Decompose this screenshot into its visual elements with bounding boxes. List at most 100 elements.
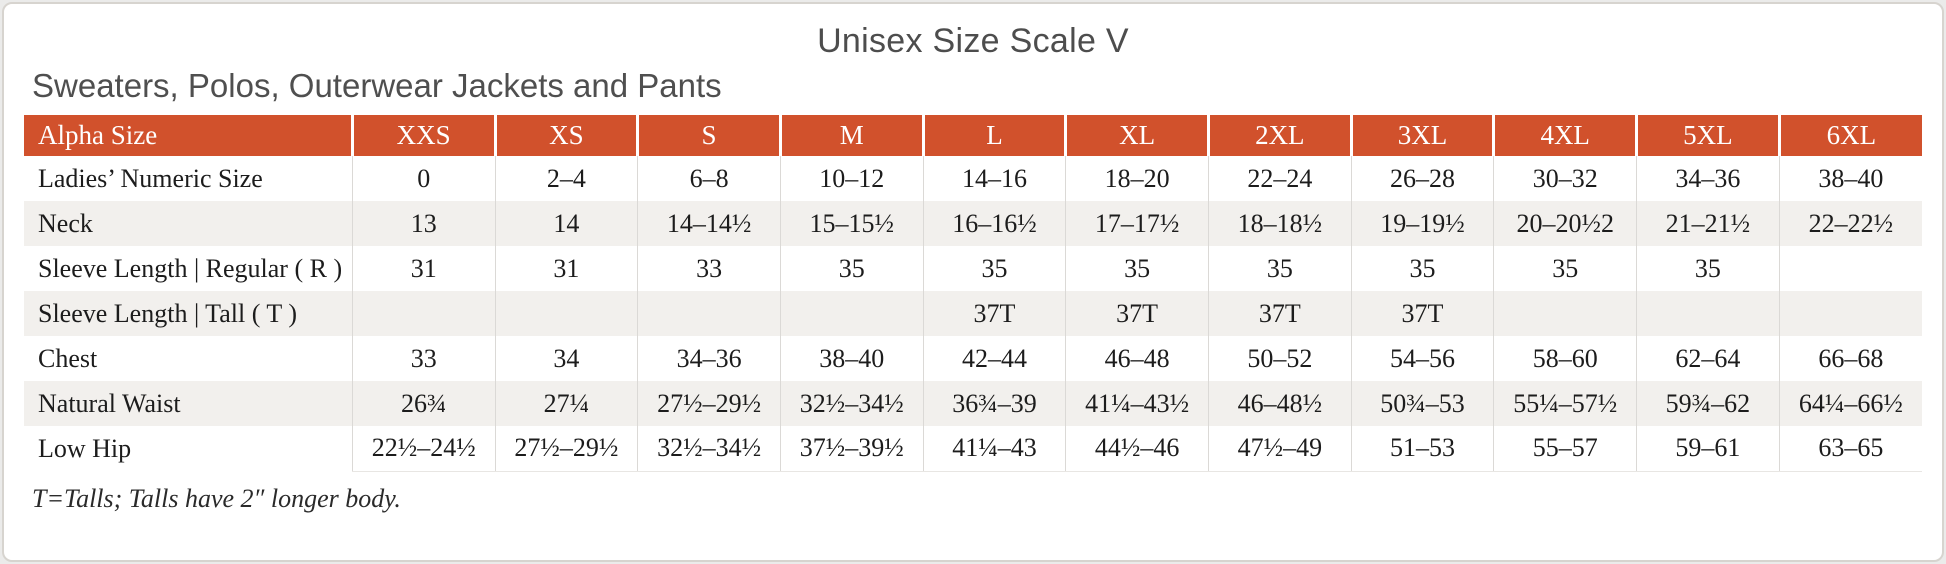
table-cell: 41¼–43½: [1065, 381, 1209, 426]
table-cell: 14–14½: [637, 201, 781, 246]
table-cell: 50¾–53: [1350, 381, 1494, 426]
table-cell: 2–4: [494, 156, 638, 201]
row-label: Neck: [24, 201, 353, 246]
table-cell: 27½–29½: [637, 381, 781, 426]
table-cell: [351, 291, 496, 336]
table-cell: 16–16½: [922, 201, 1066, 246]
table-row: Low Hip 22½–24½ 27½–29½ 32½–34½ 37½–39½ 41¼–4…: [24, 426, 1922, 472]
table-cell: 50–52: [1207, 336, 1352, 381]
column-header: 4XL: [1492, 115, 1637, 156]
table-cell: 58–60: [1493, 336, 1637, 381]
table-cell: 63–65: [1778, 426, 1922, 472]
table-cell: 35: [1207, 246, 1352, 291]
column-header: XS: [493, 115, 638, 156]
table-row: Natural Waist 26¾ 27¼ 27½–29½ 32½–34½ 36¾–39 4…: [24, 381, 1922, 426]
table-cell: 35: [779, 246, 924, 291]
table-cell: 37½–39½: [779, 426, 924, 472]
table-cell: 64¼–66½: [1778, 381, 1922, 426]
table-cell: 42–44: [922, 336, 1066, 381]
table-cell: 35: [1636, 246, 1780, 291]
table-cell: 37T: [1207, 291, 1352, 336]
table-cell: 27¼: [494, 381, 638, 426]
row-label: Natural Waist: [24, 381, 353, 426]
table-cell: 17–17½: [1065, 201, 1209, 246]
table-cell: 6–8: [637, 156, 781, 201]
column-header: XXS: [350, 115, 496, 156]
table-cell: 21–21½: [1636, 201, 1780, 246]
column-header: S: [636, 115, 781, 156]
column-header: 6XL: [1777, 115, 1922, 156]
table-row: Sleeve Length | Regular ( R ) 31 31 33 35 35 3…: [24, 246, 1922, 291]
table-row: Ladies’ Numeric Size 0 2–4 6–8 10–12 14–16 18–…: [24, 156, 1922, 201]
column-header: M: [778, 115, 924, 156]
table-cell: 34–36: [1636, 156, 1780, 201]
column-header: L: [921, 115, 1066, 156]
row-label: Chest: [38, 343, 98, 373]
table-cell: 34–36: [637, 336, 781, 381]
table-row: Sleeve Length | Tall ( T ) 37T 37T 37T 37T: [24, 291, 1922, 336]
table-cell: 31: [494, 246, 638, 291]
table-cell: 35: [1350, 246, 1494, 291]
table-cell: 35: [1493, 246, 1637, 291]
table-cell: 37T: [1350, 291, 1494, 336]
table-cell: 37T: [1065, 291, 1209, 336]
table-cell: 35: [1065, 246, 1209, 291]
table-cell: 62–64: [1636, 336, 1780, 381]
table-cell: 27½–29½: [494, 426, 638, 472]
size-table: Alpha Size XXS XS S M L XL 2XL 3XL 4XL 5XL 6XL Ladi…: [24, 115, 1922, 472]
table-cell: [1778, 246, 1922, 291]
table-cell: 47½–49: [1207, 426, 1352, 472]
table-cell: 46–48½: [1207, 381, 1352, 426]
page-subtitle: Sweaters, Polos, Outerwear Jackets and P…: [32, 67, 722, 104]
table-cell: 36¾–39: [922, 381, 1066, 426]
column-header: XL: [1064, 115, 1209, 156]
header-row: Alpha Size XXS XS S M L XL 2XL 3XL 4XL 5XL 6XL: [24, 115, 1922, 156]
table-cell: 22–22½: [1778, 201, 1922, 246]
row-label: Sleeve Length | Regular ( R ): [38, 253, 343, 283]
table-cell: 26¾: [351, 381, 496, 426]
page-title: Unisex Size Scale V: [817, 22, 1129, 60]
table-cell: [779, 291, 924, 336]
table-cell: 44½–46: [1065, 426, 1209, 472]
table-row: Chest 33 34 34–36 38–40 42–44 46–48 50–52 54–56 5…: [24, 336, 1922, 381]
table-cell: 54–56: [1350, 336, 1494, 381]
table-cell: 38–40: [1778, 156, 1922, 201]
table-cell: 32½–34½: [779, 381, 924, 426]
table-cell: 55¼–57½: [1493, 381, 1637, 426]
table-cell: 14–16: [922, 156, 1066, 201]
table-cell: 30–32: [1493, 156, 1637, 201]
table-cell: 18–20: [1065, 156, 1209, 201]
column-header: 5XL: [1635, 115, 1780, 156]
table-cell: [1778, 291, 1922, 336]
row-label: Sleeve Length | Tall ( T ): [24, 291, 353, 336]
table-cell: [637, 291, 781, 336]
table-row: Neck 13 14 14–14½ 15–15½ 16–16½ 17–17½ 18–18½ 19…: [24, 201, 1922, 246]
table-cell: 10–12: [779, 156, 924, 201]
table-cell: 33: [637, 246, 781, 291]
table-cell: 37T: [922, 291, 1066, 336]
table-cell: 32½–34½: [637, 426, 781, 472]
table-cell: 18–18½: [1207, 201, 1352, 246]
size-table-body: Ladies’ Numeric Size 0 2–4 6–8 10–12 14–16 18–…: [24, 156, 1922, 472]
table-cell: 35: [922, 246, 1066, 291]
row-label: Ladies’ Numeric Size: [38, 163, 263, 193]
table-cell: 33: [351, 336, 496, 381]
table-cell: 14: [494, 201, 638, 246]
table-cell: [494, 291, 638, 336]
table-cell: 31: [351, 246, 496, 291]
table-cell: 59¾–62: [1636, 381, 1780, 426]
table-cell: 15–15½: [779, 201, 924, 246]
size-table-header: Alpha Size XXS XS S M L XL 2XL 3XL 4XL 5XL 6XL: [24, 115, 1922, 156]
table-cell: 66–68: [1778, 336, 1922, 381]
table-cell: [1636, 291, 1780, 336]
table-cell: 20–20½2: [1493, 201, 1637, 246]
table-cell: 19–19½: [1350, 201, 1494, 246]
table-cell: [1493, 291, 1637, 336]
table-cell: 26–28: [1350, 156, 1494, 201]
table-cell: 51–53: [1350, 426, 1494, 472]
table-cell: 59–61: [1636, 426, 1780, 472]
table-cell: 38–40: [779, 336, 924, 381]
table-cell: 41¼–43: [922, 426, 1066, 472]
table-cell: 22½–24½: [351, 426, 496, 472]
